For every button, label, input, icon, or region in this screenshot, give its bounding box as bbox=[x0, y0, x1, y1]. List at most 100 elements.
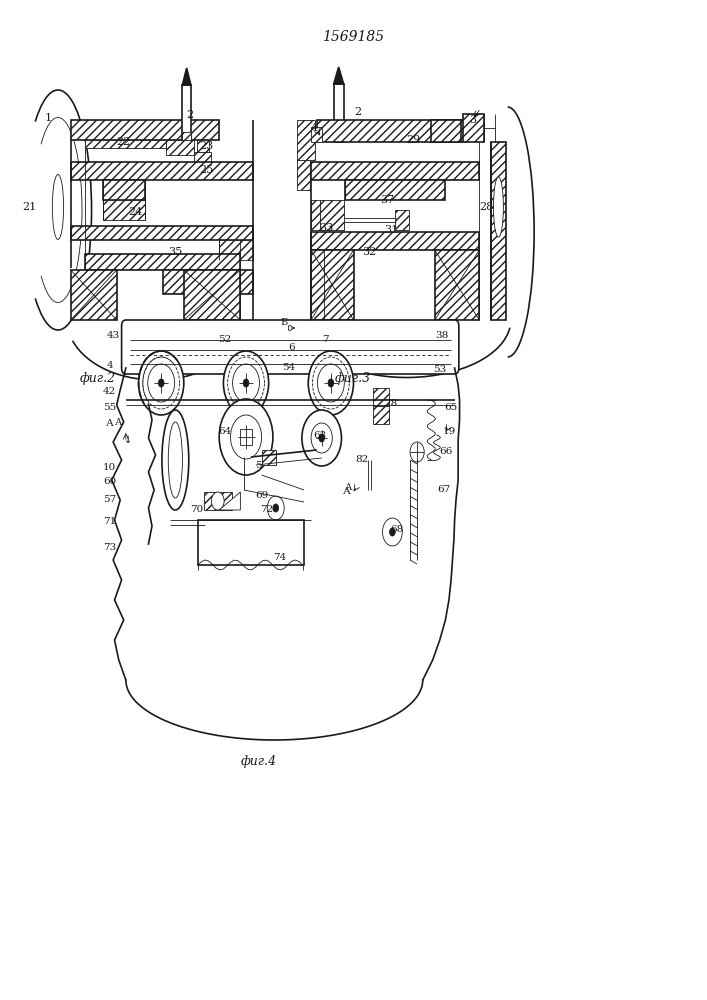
Text: 21: 21 bbox=[23, 202, 37, 212]
Bar bbox=[71, 162, 253, 180]
Text: 71: 71 bbox=[103, 518, 116, 526]
Circle shape bbox=[230, 415, 262, 459]
Bar bbox=[71, 270, 117, 320]
Text: 55: 55 bbox=[103, 403, 116, 412]
Bar bbox=[320, 200, 344, 230]
Bar bbox=[334, 132, 344, 142]
Text: 35: 35 bbox=[168, 247, 182, 257]
Text: А: А bbox=[105, 418, 114, 428]
Text: 52: 52 bbox=[218, 336, 231, 344]
Circle shape bbox=[233, 364, 259, 402]
Text: 72: 72 bbox=[261, 506, 274, 514]
Text: 6: 6 bbox=[288, 342, 295, 352]
Text: фиг.3: фиг.3 bbox=[334, 372, 370, 385]
Bar bbox=[345, 180, 445, 200]
Text: 38: 38 bbox=[436, 330, 448, 340]
Text: 2: 2 bbox=[186, 110, 193, 120]
Circle shape bbox=[219, 399, 273, 475]
Bar bbox=[85, 254, 240, 270]
Ellipse shape bbox=[168, 422, 182, 498]
Bar bbox=[103, 180, 145, 200]
Text: 10: 10 bbox=[103, 464, 116, 473]
Text: 19: 19 bbox=[443, 428, 455, 436]
Text: фиг.4: фиг.4 bbox=[240, 755, 276, 768]
FancyBboxPatch shape bbox=[122, 320, 459, 374]
Circle shape bbox=[390, 528, 395, 536]
Text: 66: 66 bbox=[439, 448, 452, 456]
Text: 23: 23 bbox=[199, 141, 214, 151]
Text: 24: 24 bbox=[129, 207, 143, 217]
Text: 4: 4 bbox=[106, 360, 113, 369]
Circle shape bbox=[139, 351, 184, 415]
Text: 78: 78 bbox=[384, 399, 397, 408]
Bar bbox=[311, 250, 354, 320]
Circle shape bbox=[302, 410, 341, 466]
Bar bbox=[71, 226, 253, 240]
Circle shape bbox=[382, 518, 402, 546]
Bar bbox=[395, 210, 409, 230]
Circle shape bbox=[308, 351, 354, 415]
Text: 29: 29 bbox=[407, 135, 421, 145]
Bar bbox=[163, 270, 253, 294]
Text: А: А bbox=[345, 483, 352, 492]
Circle shape bbox=[328, 379, 334, 387]
Circle shape bbox=[158, 379, 164, 387]
Text: 64: 64 bbox=[218, 428, 231, 436]
Text: 65: 65 bbox=[445, 403, 457, 412]
Bar bbox=[373, 406, 389, 424]
Bar bbox=[311, 127, 322, 142]
Text: А: А bbox=[115, 418, 122, 427]
Text: ↓: ↓ bbox=[124, 435, 132, 445]
Text: 1: 1 bbox=[45, 113, 52, 123]
Ellipse shape bbox=[162, 410, 189, 510]
Circle shape bbox=[410, 442, 424, 462]
Bar bbox=[219, 240, 253, 260]
Text: 1569185: 1569185 bbox=[322, 30, 385, 44]
Bar bbox=[297, 160, 310, 190]
Text: 37: 37 bbox=[380, 195, 395, 205]
Bar bbox=[184, 270, 240, 320]
Bar bbox=[311, 232, 479, 250]
Ellipse shape bbox=[493, 177, 503, 237]
Text: 22: 22 bbox=[117, 137, 131, 147]
Circle shape bbox=[211, 492, 224, 510]
Text: 7: 7 bbox=[322, 336, 329, 344]
Bar bbox=[182, 132, 191, 140]
Bar bbox=[198, 520, 304, 565]
Text: фиг.2: фиг.2 bbox=[79, 372, 115, 385]
Circle shape bbox=[317, 364, 344, 402]
Bar bbox=[103, 200, 145, 220]
Bar bbox=[431, 120, 461, 142]
Text: 25: 25 bbox=[199, 165, 214, 175]
Ellipse shape bbox=[52, 174, 64, 239]
Text: 74: 74 bbox=[273, 552, 286, 562]
Text: 3: 3 bbox=[469, 115, 476, 125]
Bar bbox=[240, 429, 252, 445]
Bar bbox=[197, 164, 209, 176]
Text: А: А bbox=[342, 488, 351, 496]
Polygon shape bbox=[334, 67, 344, 84]
Circle shape bbox=[243, 379, 249, 387]
Text: 4: 4 bbox=[311, 123, 318, 133]
Text: 33: 33 bbox=[320, 223, 334, 233]
Bar bbox=[334, 84, 344, 142]
Circle shape bbox=[223, 351, 269, 415]
Text: 2: 2 bbox=[354, 107, 361, 117]
Bar bbox=[463, 114, 484, 142]
Bar bbox=[71, 120, 219, 140]
Text: 73: 73 bbox=[103, 544, 116, 552]
Bar bbox=[317, 120, 465, 142]
Bar bbox=[311, 200, 320, 230]
Bar bbox=[297, 120, 315, 160]
Bar bbox=[435, 250, 479, 320]
Text: 5: 5 bbox=[255, 460, 262, 470]
Circle shape bbox=[311, 423, 332, 453]
Text: 82: 82 bbox=[356, 456, 368, 464]
Polygon shape bbox=[219, 492, 240, 510]
Bar bbox=[373, 388, 389, 406]
Bar bbox=[182, 85, 191, 140]
Text: Б: Б bbox=[280, 318, 287, 327]
Bar bbox=[204, 492, 232, 510]
Polygon shape bbox=[182, 68, 191, 85]
Bar bbox=[194, 152, 211, 162]
